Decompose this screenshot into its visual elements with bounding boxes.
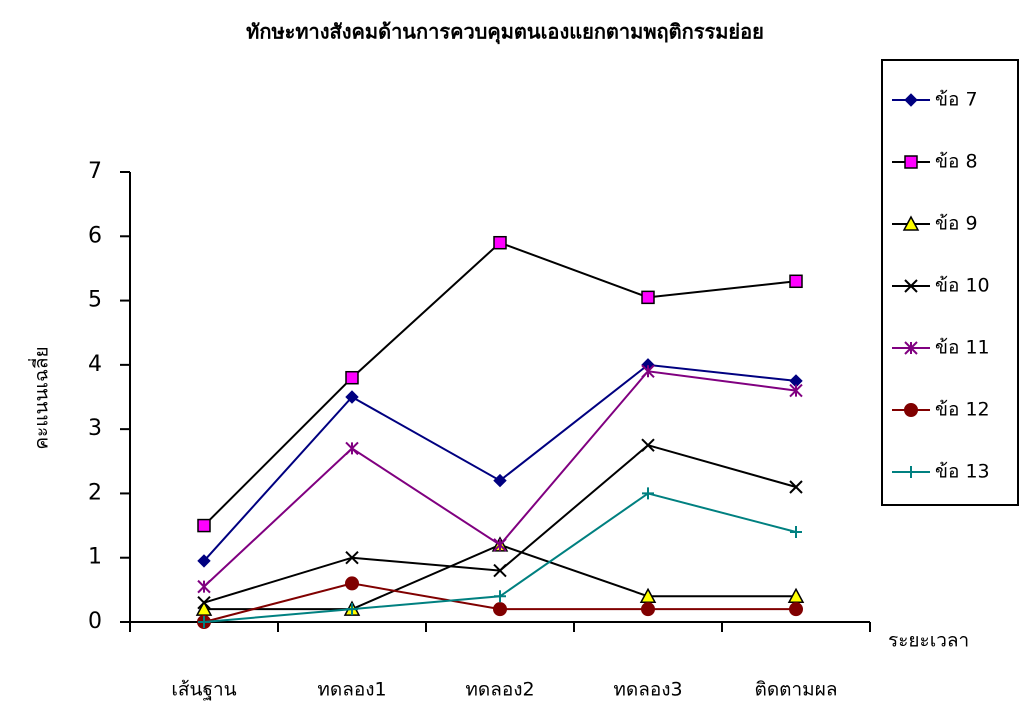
marker [789,602,803,617]
marker [493,563,507,578]
marker [493,473,507,488]
marker [197,518,211,533]
legend-marker [905,466,917,478]
marker [642,487,654,500]
legend-box [881,59,1019,506]
legend-marker [904,341,918,355]
marker [641,438,655,452]
x-axis-label: ระยะเวลา [888,630,969,652]
y-tick-label: 7 [88,159,102,184]
legend-label: ข้อ 7 [935,89,978,111]
marker [494,590,506,603]
marker [345,551,359,565]
marker [345,370,359,385]
marker [346,603,358,616]
legend-marker [904,403,918,417]
legend-label: ข้อ 10 [935,275,990,297]
legend-label: ข้อ 12 [935,399,990,421]
y-tick-label: 6 [88,223,102,248]
y-tick-label: 5 [88,288,102,313]
legend-label: ข้อ 9 [935,213,978,235]
y-tick-label: 3 [88,416,102,441]
marker [197,596,211,610]
legend-marker [904,279,918,293]
y-axis-label: คะแนนเฉลี่ย [28,346,53,449]
x-tick-label: ทดลอง3 [613,679,682,701]
marker [789,383,803,398]
legend-marker [902,215,920,231]
marker [345,576,359,591]
legend-label: ข้อ 8 [935,151,978,173]
marker [789,480,803,494]
x-tick-label: ติดตามผล [755,679,838,701]
x-tick-label: ทดลอง1 [317,679,386,701]
marker [641,290,655,305]
marker [789,274,803,289]
chart-title: ทักษะทางสังคมด้านการควบคุมตนเองแยกตามพฤต… [246,20,764,45]
legend-label: ข้อ 11 [935,337,990,359]
series-line [203,444,797,604]
y-tick-label: 0 [88,609,102,634]
x-tick-label: เส้นฐาน [171,679,236,701]
marker [641,602,655,617]
y-tick-label: 2 [88,480,102,505]
marker [345,390,359,404]
marker [197,554,211,568]
marker [493,602,507,617]
legend-label: ข้อ 13 [935,461,990,483]
y-tick-label: 1 [88,545,102,570]
legend-marker [904,155,918,169]
marker [641,364,655,378]
marker [790,526,802,538]
y-tick-label: 4 [88,352,102,377]
marker [493,235,507,250]
legend-marker [904,93,918,107]
x-tick-label: ทดลอง2 [465,679,534,701]
marker [345,441,359,456]
marker [493,538,507,552]
marker [197,579,211,594]
marker [198,616,210,628]
